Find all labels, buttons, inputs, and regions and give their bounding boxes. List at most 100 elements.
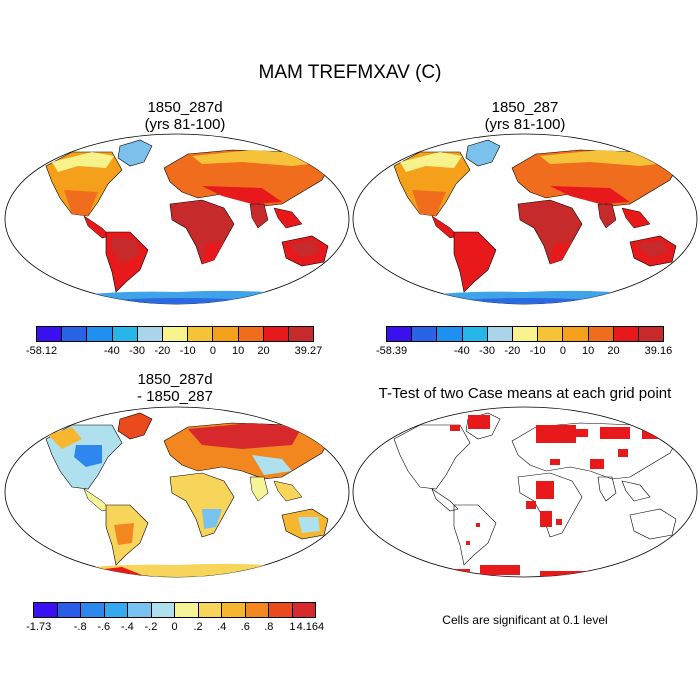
south-america-core-field xyxy=(112,236,140,264)
colorbar-swatch xyxy=(137,327,163,341)
panel-3-title-line2: - 1850_287 xyxy=(137,388,213,405)
colorbar-tick-label: -30 xyxy=(129,345,146,357)
significant-cell-central-asia xyxy=(590,459,604,469)
colorbar-swatch xyxy=(437,327,463,341)
north-america-north-field xyxy=(52,152,114,172)
colorbar-swatch xyxy=(563,327,589,341)
colorbar-tick-label: 0 xyxy=(559,345,566,357)
colorbar-swatch xyxy=(37,327,63,341)
significant-cell-east-africa xyxy=(556,519,562,525)
colorbar-tick-label: -20 xyxy=(504,345,521,357)
colorbar-swatch xyxy=(512,327,539,341)
map-panel-1850-287 xyxy=(352,133,698,305)
colorbar-tick-label: -10 xyxy=(179,345,196,357)
colorbar-tick-label: .2 xyxy=(193,621,203,633)
south-america-core-field xyxy=(460,236,488,264)
eurasia-south-field xyxy=(550,186,630,204)
india-shape xyxy=(249,476,269,502)
significance-note: Cells are significant at 0.1 level xyxy=(442,613,608,627)
colorbar-tick-label: 20 xyxy=(257,345,270,357)
colorbar-swatch xyxy=(462,327,488,341)
se-asia-outline xyxy=(621,480,651,502)
north-america-cool-field xyxy=(74,445,102,467)
colorbar-swatch xyxy=(387,327,413,341)
eurasia-warm-field xyxy=(188,423,302,449)
colorbar-swatch xyxy=(104,603,128,617)
colorbar-swatch xyxy=(245,603,269,617)
colorbar-swatch xyxy=(412,327,438,341)
australia-core-field xyxy=(288,240,320,258)
greenland-shape xyxy=(117,412,153,440)
colorbar-tick-label: 0 xyxy=(171,621,178,633)
colorbar-left-labels: -58.12 -40 -30 -20 -10 0 10 20 39.27 xyxy=(26,345,322,359)
north-america-south-field xyxy=(412,190,446,216)
colorbar-tick-label: 39.16 xyxy=(644,345,673,357)
colorbar-swatch xyxy=(198,603,222,617)
india-shape xyxy=(249,203,269,229)
colorbar-swatch xyxy=(222,603,246,617)
africa-outline xyxy=(517,472,583,538)
colorbar-tick-label: -30 xyxy=(479,345,496,357)
se-asia-shape xyxy=(273,207,303,229)
colorbar-swatch xyxy=(588,327,614,341)
significant-cell-tibet xyxy=(618,449,628,457)
colorbar-swatch xyxy=(151,603,175,617)
colorbar-tick-label: -.4 xyxy=(120,621,134,633)
significant-cell-central-africa xyxy=(540,511,552,527)
significant-cell-north-africa xyxy=(536,481,554,499)
significant-cell-antarctica-east xyxy=(540,571,600,577)
colorbar-tick-label: -40 xyxy=(103,345,120,357)
panel-2-title-line1: 1850_287 xyxy=(491,99,559,116)
colorbar-tick-label: 20 xyxy=(607,345,620,357)
antarctica-interior-field xyxy=(82,298,282,304)
significant-cell-scandinavia xyxy=(536,425,576,443)
colorbar-swatch xyxy=(188,327,214,341)
significant-cell-antarctica-peninsula xyxy=(480,565,520,575)
colorbar-swatch xyxy=(175,603,199,617)
significant-cell-russia-west xyxy=(576,429,588,437)
north-america-warm-field xyxy=(48,427,82,449)
colorbar-swatch xyxy=(62,327,88,341)
panel-1-title-line2: (yrs 81-100) xyxy=(144,116,226,133)
significant-cell-argentina xyxy=(466,541,470,545)
colorbar-right-labels: -58.39 -40 -30 -20 -10 0 10 20 39.16 xyxy=(376,345,672,359)
colorbar-swatch xyxy=(238,327,264,341)
colorbar-tick-label: 10 xyxy=(582,345,595,357)
colorbar-swatch xyxy=(288,327,314,341)
significant-cell-antarctica-west xyxy=(440,569,470,577)
panel-2-title-line2: (yrs 81-100) xyxy=(484,116,566,133)
greenland-outline xyxy=(465,412,501,440)
india-shape xyxy=(597,203,617,229)
colorbar-swatch xyxy=(263,327,289,341)
australia-outline xyxy=(629,508,677,540)
figure-title: MAM TREFMXAV (C) xyxy=(258,62,442,83)
colorbar-tick-label: -58.39 xyxy=(375,345,408,357)
colorbar-swatch xyxy=(213,327,239,341)
north-america-north-field xyxy=(400,152,462,172)
colorbar-swatch xyxy=(81,603,105,617)
panel-2-title: 1850_287 (yrs 81-100) xyxy=(380,99,670,133)
colorbar-swatch xyxy=(538,327,564,341)
map-panel-difference xyxy=(4,406,350,578)
colorbar-tick-label: -.8 xyxy=(73,621,87,633)
colorbar-swatch xyxy=(57,603,81,617)
se-asia-shape xyxy=(621,207,651,229)
australia-cool-field xyxy=(298,517,320,533)
significant-cell-greenland xyxy=(468,415,490,429)
colorbar-tick-label: -40 xyxy=(453,345,470,357)
colorbar-tick-label: -58.12 xyxy=(25,345,58,357)
africa-south-field xyxy=(550,242,572,264)
colorbar-right xyxy=(386,326,664,342)
greenland-shape xyxy=(117,139,153,167)
north-america-outline xyxy=(393,424,471,490)
colorbar-swatch xyxy=(128,603,152,617)
eurasia-south-field xyxy=(202,186,282,204)
eurasia-cool-field xyxy=(252,455,292,475)
north-america-south-field xyxy=(64,190,98,216)
significant-cell-south-america xyxy=(476,523,480,527)
panel-4-title-line1: T-Test of two Case means at each grid po… xyxy=(378,385,672,402)
colorbar-tick-label: -10 xyxy=(529,345,546,357)
colorbar-tick-label: .8 xyxy=(264,621,274,633)
significant-cell-arctic-canada xyxy=(450,425,460,431)
colorbar-swatch xyxy=(269,603,293,617)
